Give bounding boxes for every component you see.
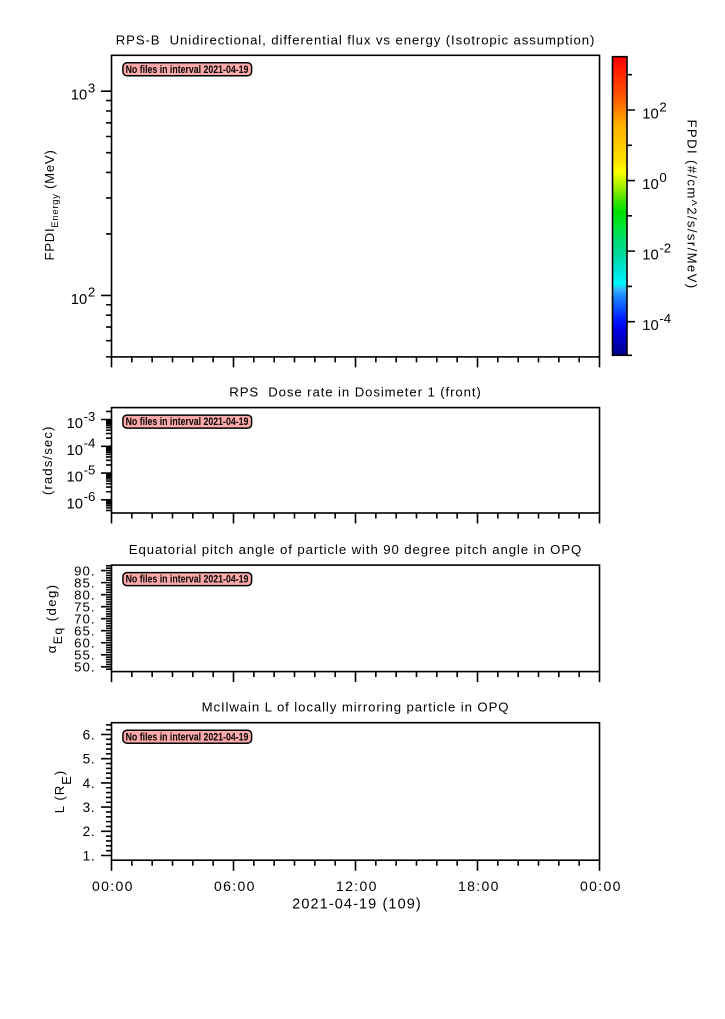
svg-text:2021-04-19 (109): 2021-04-19 (109)	[292, 897, 422, 913]
svg-text:FPDI (#/cm^2/s/sr/MeV): FPDI (#/cm^2/s/sr/MeV)	[684, 120, 699, 290]
svg-text:No files in interval 2021-04-1: No files in interval 2021-04-19	[126, 574, 249, 586]
svg-text:55.: 55.	[74, 648, 95, 663]
svg-text:RPS Dose rate in Dosimeter 1: RPS Dose rate in Dosimeter 1 (front)	[229, 385, 481, 400]
svg-text:4.: 4.	[83, 776, 96, 791]
svg-text:80.: 80.	[74, 587, 95, 602]
svg-text:RPS-B Unidirectional, differe: RPS-B Unidirectional, differential flux …	[116, 32, 596, 47]
svg-text:No files in interval 2021-04-1: No files in interval 2021-04-19	[126, 64, 249, 76]
svg-text:6.: 6.	[83, 727, 96, 742]
svg-text:12:00: 12:00	[336, 878, 378, 894]
svg-text:75.: 75.	[74, 599, 95, 614]
svg-text:3.: 3.	[83, 800, 96, 815]
svg-text:No files in interval 2021-04-1: No files in interval 2021-04-19	[126, 416, 249, 428]
svg-text:06:00: 06:00	[214, 878, 256, 894]
svg-text:Equatorial pitch angle of part: Equatorial pitch angle of particle with …	[129, 542, 582, 557]
svg-text:60.: 60.	[74, 636, 95, 651]
svg-text:00:00: 00:00	[580, 878, 622, 894]
svg-text:65.: 65.	[74, 623, 95, 638]
svg-text:McIlwain L of locally mirrorin: McIlwain L of locally mirroring particle…	[202, 700, 510, 715]
svg-text:50.: 50.	[74, 660, 95, 675]
svg-text:2.: 2.	[83, 824, 96, 839]
svg-text:00:00: 00:00	[92, 878, 134, 894]
svg-text:70.: 70.	[74, 611, 95, 626]
svg-text:FPDIEnergy (MeV): FPDIEnergy (MeV)	[42, 150, 61, 261]
svg-text:1.: 1.	[83, 848, 96, 863]
svg-text:85.: 85.	[74, 575, 95, 590]
svg-text:5.: 5.	[83, 752, 96, 767]
svg-text:(rads/sec): (rads/sec)	[40, 425, 55, 495]
svg-text:90.: 90.	[74, 563, 95, 578]
svg-text:18:00: 18:00	[458, 878, 500, 894]
svg-text:No files in interval 2021-04-1: No files in interval 2021-04-19	[126, 731, 249, 743]
